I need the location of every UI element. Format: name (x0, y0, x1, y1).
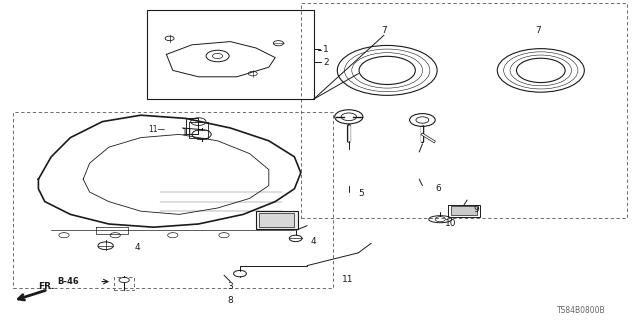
Text: 11—: 11— (148, 125, 165, 134)
Text: 5: 5 (359, 189, 364, 198)
Bar (256, 211, 298, 229)
Text: 10: 10 (445, 220, 456, 228)
Text: 11: 11 (342, 276, 354, 284)
Text: 11: 11 (182, 128, 194, 137)
Bar (451, 206, 477, 215)
Bar (147, 10, 314, 99)
Text: 6: 6 (436, 184, 441, 193)
Text: TS84B0800B: TS84B0800B (557, 306, 605, 315)
Text: 4: 4 (134, 244, 140, 252)
Text: B-46: B-46 (58, 277, 79, 286)
Text: 7: 7 (535, 26, 540, 35)
Text: 7: 7 (381, 26, 387, 35)
Bar (114, 277, 134, 290)
Text: 9: 9 (474, 205, 479, 214)
Text: 8: 8 (228, 296, 233, 305)
Text: FR.: FR. (38, 282, 55, 291)
Bar (301, 3, 627, 218)
Text: 4: 4 (310, 237, 316, 246)
Bar (448, 205, 480, 217)
Text: 3: 3 (228, 282, 233, 291)
Bar (13, 112, 333, 288)
Bar (259, 213, 294, 227)
Text: 2: 2 (323, 58, 329, 67)
Text: 1: 1 (323, 45, 329, 54)
